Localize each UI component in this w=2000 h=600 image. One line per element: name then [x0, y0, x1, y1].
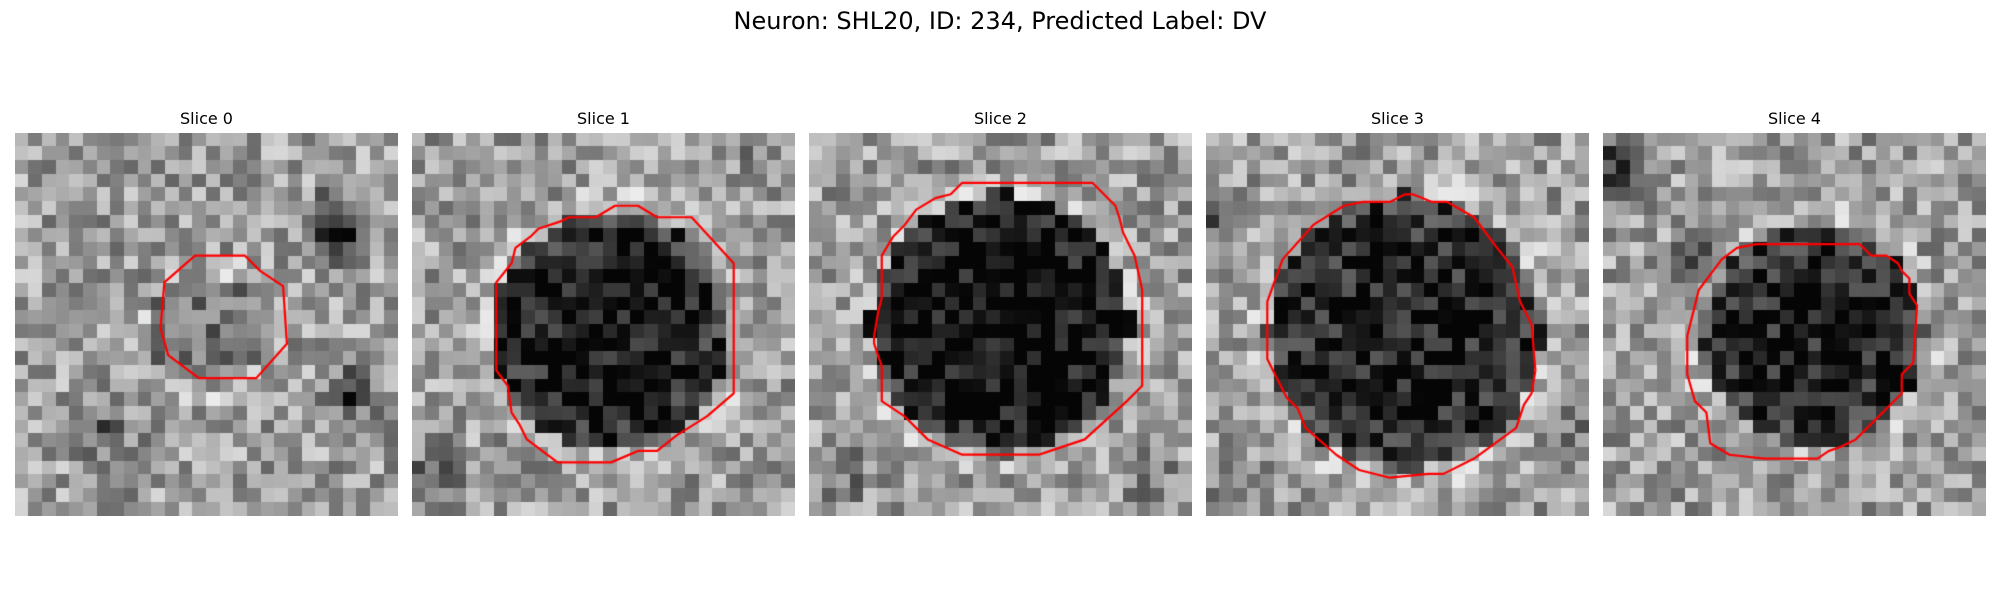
slice-panel-0: Slice 0 [15, 109, 398, 516]
slice-panel-1: Slice 1 [412, 109, 795, 516]
figure-title: Neuron: SHL20, ID: 234, Predicted Label:… [733, 7, 1267, 35]
slice-image [809, 133, 1192, 516]
slice-image [1603, 133, 1986, 516]
slice-title: Slice 4 [1768, 109, 1821, 128]
slice-panel-2: Slice 2 [809, 109, 1192, 516]
slice-panel-3: Slice 3 [1206, 109, 1589, 516]
slice-title: Slice 0 [180, 109, 233, 128]
slice-image [15, 133, 398, 516]
slice-title: Slice 2 [974, 109, 1027, 128]
slice-image [412, 133, 795, 516]
slice-image [1206, 133, 1589, 516]
slice-title: Slice 3 [1371, 109, 1424, 128]
slice-panel-4: Slice 4 [1603, 109, 1986, 516]
slice-title: Slice 1 [577, 109, 630, 128]
